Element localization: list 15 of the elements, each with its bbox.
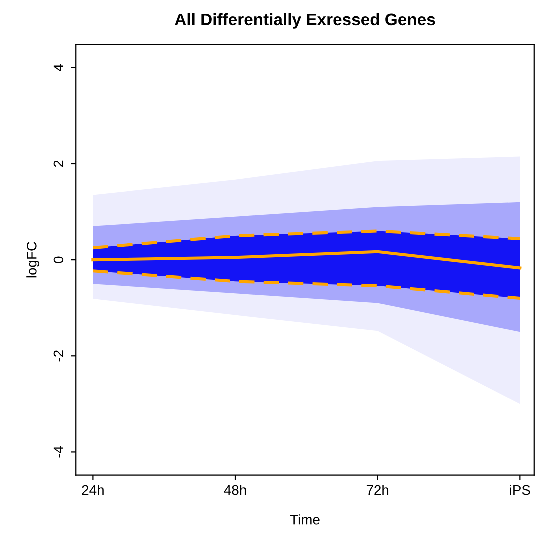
y-tick-label: 2 <box>54 160 64 168</box>
chart-title: All Differentially Exressed Genes <box>175 13 436 29</box>
y-tick-label: 4 <box>54 64 64 72</box>
y-tick-label: -4 <box>54 446 64 458</box>
x-tick-label: 24h <box>82 484 104 496</box>
x-tick-label: 48h <box>224 484 246 496</box>
line-series <box>92 250 522 270</box>
x-tick-label: iPS <box>510 484 530 496</box>
line-series <box>92 270 522 300</box>
y-tick-label: 0 <box>54 256 64 264</box>
line-series <box>92 230 522 250</box>
x-tick-label: 72h <box>366 484 389 496</box>
y-tick-label: -2 <box>54 350 64 362</box>
x-axis-title: Time <box>290 514 320 525</box>
y-axis-title: logFC <box>26 242 40 278</box>
